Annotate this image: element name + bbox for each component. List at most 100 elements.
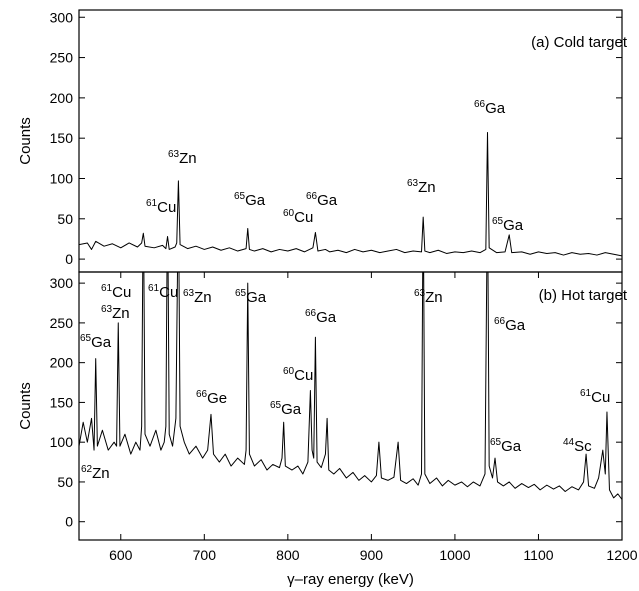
isotope-label: 63Zn (407, 178, 436, 196)
panel-label: (b) Hot target (539, 287, 628, 304)
isotope-mass: 66 (494, 316, 506, 327)
y-tick-label: 200 (50, 355, 74, 371)
isotope-symbol: Cu (591, 389, 610, 406)
isotope-label: 65Ga (270, 400, 302, 418)
isotope-label: 66Ga (306, 191, 338, 209)
isotope-symbol: Zn (92, 465, 110, 482)
isotope-label: 66Ga (494, 316, 526, 334)
isotope-mass: 65 (235, 288, 247, 299)
y-tick-label: 250 (50, 315, 74, 331)
isotope-symbol: Cu (112, 284, 131, 301)
isotope-label: 44Sc (563, 437, 592, 455)
isotope-symbol: Ga (317, 192, 338, 209)
isotope-mass: 66 (305, 308, 317, 319)
x-tick-label: 600 (109, 547, 133, 563)
isotope-label: 60Cu (283, 366, 313, 384)
isotope-symbol: Ga (281, 401, 302, 418)
isotope-mass: 65 (490, 437, 502, 448)
x-tick-label: 1200 (606, 547, 637, 563)
x-tick-label: 900 (360, 547, 384, 563)
x-axis-label: γ–ray energy (keV) (287, 571, 414, 588)
y-axis-label: Counts (17, 117, 34, 165)
isotope-label: 63Zn (414, 288, 443, 306)
y-tick-label: 300 (50, 9, 74, 25)
isotope-label: 66Ga (474, 99, 506, 117)
isotope-label: 60Cu (283, 208, 313, 226)
y-tick-label: 50 (57, 474, 73, 490)
isotope-symbol: Zn (112, 305, 130, 322)
isotope-mass: 61 (580, 388, 592, 399)
isotope-mass: 60 (283, 366, 295, 377)
isotope-label: 63Zn (101, 304, 130, 322)
isotope-label: 61Cu (146, 198, 176, 216)
isotope-label: 65Ga (490, 437, 522, 455)
x-tick-label: 1000 (439, 547, 470, 563)
y-tick-label: 250 (50, 50, 74, 66)
isotope-mass: 63 (168, 149, 180, 160)
isotope-label: 65Ga (235, 288, 267, 306)
isotope-label: 63Zn (183, 288, 212, 306)
isotope-label: 66Ge (196, 389, 227, 407)
y-tick-label: 100 (50, 434, 74, 450)
panel-label: (a) Cold target (531, 34, 628, 51)
isotope-symbol: Ga (485, 100, 506, 117)
x-tick-label: 700 (193, 547, 217, 563)
y-tick-label: 100 (50, 170, 74, 186)
y-tick-label: 0 (65, 514, 73, 530)
isotope-mass: 63 (101, 304, 113, 315)
isotope-mass: 65 (234, 191, 246, 202)
isotope-symbol: Zn (425, 289, 443, 306)
isotope-label: 61Cu (580, 388, 610, 406)
isotope-symbol: Ga (316, 309, 337, 326)
isotope-symbol: Ga (91, 334, 112, 351)
isotope-mass: 61 (148, 283, 160, 294)
isotope-label: 61Cu (101, 283, 131, 301)
isotope-symbol: Ga (505, 317, 526, 334)
isotope-symbol: Zn (194, 289, 212, 306)
isotope-label: 62Zn (81, 464, 110, 482)
isotope-mass: 61 (146, 198, 158, 209)
isotope-symbol: Zn (179, 150, 197, 167)
isotope-mass: 66 (306, 191, 318, 202)
isotope-mass: 65 (270, 400, 282, 411)
y-tick-label: 300 (50, 275, 74, 291)
plot (79, 132, 622, 257)
isotope-symbol: Ge (207, 390, 227, 407)
isotope-symbol: Sc (574, 438, 592, 455)
frame (78, 271, 623, 541)
y-tick-label: 150 (50, 394, 74, 410)
isotope-symbol: Cu (157, 199, 176, 216)
isotope-label: 65Ga (492, 216, 524, 234)
spectrum-line (79, 272, 622, 500)
isotope-label: 61Cu (148, 283, 178, 301)
y-tick-label: 150 (50, 130, 74, 146)
isotope-label: 65Ga (80, 333, 112, 351)
isotope-mass: 66 (474, 99, 486, 110)
y-tick-label: 50 (57, 211, 73, 227)
isotope-mass: 63 (407, 178, 419, 189)
isotope-mass: 62 (81, 464, 93, 475)
isotope-mass: 44 (563, 437, 575, 448)
isotope-mass: 65 (80, 333, 92, 344)
x-tick-label: 1100 (523, 547, 553, 563)
isotope-symbol: Zn (418, 179, 436, 196)
isotope-mass: 65 (492, 216, 504, 227)
isotope-mass: 66 (196, 389, 208, 400)
isotope-symbol: Ga (246, 289, 267, 306)
y-tick-label: 200 (50, 90, 74, 106)
isotope-symbol: Ga (501, 438, 522, 455)
isotope-symbol: Ga (503, 217, 524, 234)
isotope-label: 66Ga (305, 308, 337, 326)
y-axis-label: Counts (17, 382, 34, 430)
isotope-symbol: Cu (294, 209, 313, 226)
isotope-symbol: Cu (159, 284, 178, 301)
plot (79, 272, 622, 500)
isotope-symbol: Cu (294, 367, 313, 384)
x-tick-label: 800 (276, 547, 300, 563)
y-tick-label: 0 (65, 251, 73, 267)
spectrum-line (79, 132, 622, 257)
isotope-mass: 61 (101, 283, 113, 294)
isotope-label: 63Zn (168, 149, 197, 167)
isotope-label: 65Ga (234, 191, 266, 209)
isotope-mass: 63 (414, 288, 426, 299)
